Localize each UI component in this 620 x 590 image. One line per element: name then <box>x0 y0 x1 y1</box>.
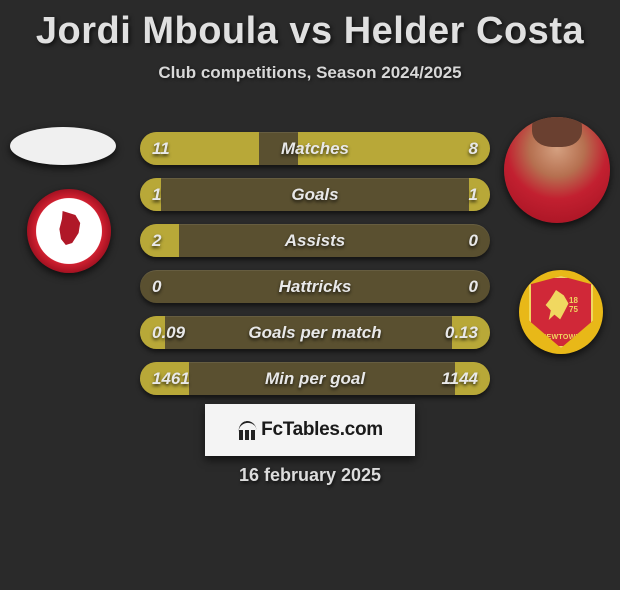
club-right-name: NEWTOWN <box>531 334 591 341</box>
stat-label: Hattricks <box>140 270 490 303</box>
club-right-year-top: 18 <box>569 296 578 305</box>
stat-label: Matches <box>140 132 490 165</box>
stat-label: Min per goal <box>140 362 490 395</box>
stat-label: Goals <box>140 178 490 211</box>
brand-box: FcTables.com <box>205 404 415 456</box>
player-left-avatar <box>10 127 116 165</box>
brand-text: FcTables.com <box>261 419 383 441</box>
stats-bars: 118Matches 11Goals 20Assists 00Hattricks 0.0… <box>140 132 490 408</box>
club-left-logo <box>27 189 111 273</box>
stat-row: 11Goals <box>140 178 490 211</box>
player-right-avatar <box>504 117 610 223</box>
date-text: 16 february 2025 <box>0 465 620 486</box>
club-right-logo: 18 75 NEWTOWN <box>519 270 603 354</box>
stat-label: Assists <box>140 224 490 257</box>
page-title: Jordi Mboula vs Helder Costa <box>0 10 620 53</box>
stat-row: 0.090.13Goals per match <box>140 316 490 349</box>
fctables-icon <box>237 420 257 440</box>
stat-row: 00Hattricks <box>140 270 490 303</box>
stat-row: 118Matches <box>140 132 490 165</box>
stat-label: Goals per match <box>140 316 490 349</box>
club-right-year-bottom: 75 <box>569 305 578 314</box>
subtitle: Club competitions, Season 2024/2025 <box>0 63 620 83</box>
stat-row: 20Assists <box>140 224 490 257</box>
stat-row: 14611144Min per goal <box>140 362 490 395</box>
